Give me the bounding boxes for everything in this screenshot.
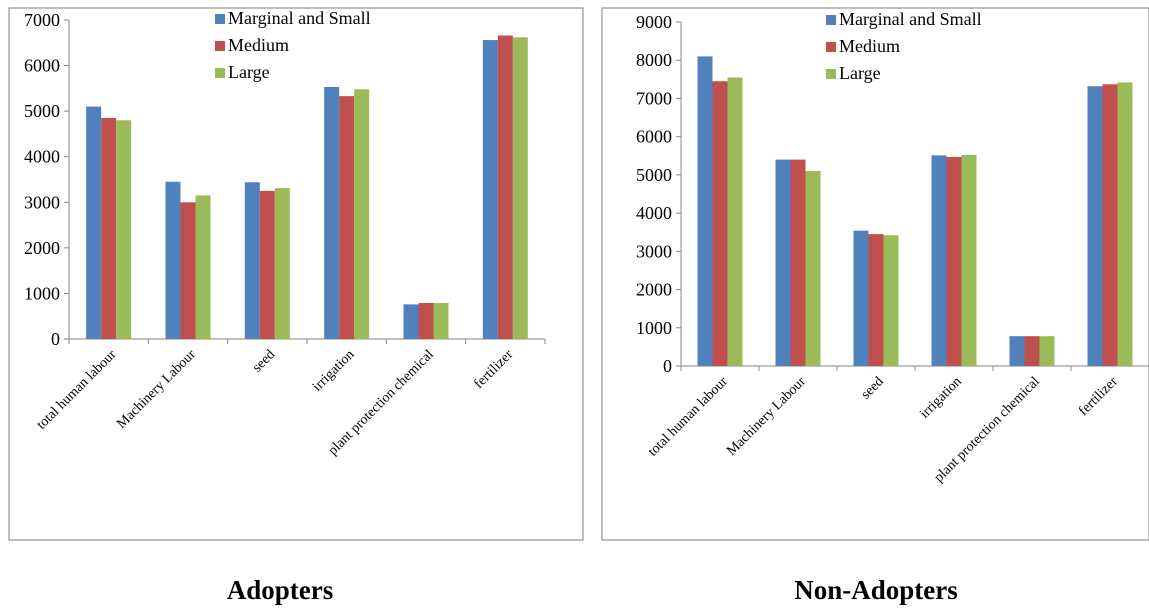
y-tick-label: 9000 [636, 12, 672, 32]
bar-marginal-and-small-total-human-labour [86, 106, 102, 339]
legend-swatch-marginal-and-small [826, 15, 836, 25]
bar-large-machinery-labour [805, 171, 821, 366]
bar-medium-machinery-labour [790, 159, 806, 366]
legend-label-marginal-and-small: Marginal and Small [839, 9, 982, 29]
y-tick-label: 0 [663, 356, 672, 376]
bar-medium-total-human-labour [101, 117, 117, 339]
y-tick-label: 3000 [24, 192, 60, 212]
y-tick-label: 4000 [636, 203, 672, 223]
bar-large-irrigation [354, 89, 370, 339]
bar-large-seed [274, 188, 290, 339]
bar-medium-machinery-labour [180, 202, 196, 339]
y-tick-label: 5000 [636, 165, 672, 185]
bar-marginal-and-small-irrigation [324, 86, 340, 340]
bar-medium-total-human-labour [712, 81, 728, 366]
y-tick-label: 2000 [636, 280, 672, 300]
legend-swatch-medium [826, 42, 836, 52]
y-tick-label: 6000 [636, 127, 672, 147]
bar-large-fertilizer [1117, 82, 1133, 366]
bar-medium-fertilizer [1102, 84, 1118, 367]
y-tick-label: 6000 [24, 56, 60, 76]
y-tick-label: 2000 [24, 238, 60, 258]
bar-marginal-and-small-machinery-labour [165, 181, 181, 339]
bar-marginal-and-small-seed [244, 182, 260, 339]
legend-swatch-large [215, 68, 225, 78]
bar-large-irrigation [961, 155, 977, 366]
y-tick-label: 7000 [24, 10, 60, 30]
bar-marginal-and-small-total-human-labour [697, 56, 713, 367]
bar-large-plant-protection-chemical [433, 302, 449, 339]
legend-label-large: Large [839, 63, 881, 83]
y-tick-label: 7000 [636, 88, 672, 108]
bar-medium-fertilizer [497, 35, 513, 339]
bar-medium-irrigation [339, 96, 355, 340]
y-tick-label: 1000 [636, 318, 672, 338]
bar-large-plant-protection-chemical [1039, 336, 1055, 366]
bar-large-fertilizer [512, 37, 528, 340]
legend-label-large: Large [228, 62, 270, 82]
legend-label-medium: Medium [228, 35, 289, 55]
adopters-caption: Adopters [226, 575, 334, 605]
legend-swatch-marginal-and-small [215, 14, 225, 24]
legend-swatch-large [826, 69, 836, 79]
bar-marginal-and-small-fertilizer [482, 40, 498, 340]
bar-marginal-and-small-irrigation [931, 155, 947, 366]
bar-medium-irrigation [946, 156, 962, 366]
legend-swatch-medium [215, 41, 225, 51]
bar-large-total-human-labour [727, 77, 743, 366]
bar-medium-plant-protection-chemical [418, 302, 434, 339]
legend-label-marginal-and-small: Marginal and Small [228, 8, 371, 28]
bar-medium-seed [868, 234, 884, 366]
legend-label-medium: Medium [839, 36, 900, 56]
bar-marginal-and-small-fertilizer [1087, 86, 1103, 367]
bar-large-total-human-labour [116, 120, 132, 339]
non-adopters-caption: Non-Adopters [794, 575, 958, 605]
bar-medium-plant-protection-chemical [1024, 336, 1040, 366]
y-tick-label: 8000 [636, 50, 672, 70]
y-tick-label: 3000 [636, 241, 672, 261]
bar-marginal-and-small-plant-protection-chemical [1009, 336, 1025, 366]
y-tick-label: 4000 [24, 147, 60, 167]
bar-large-seed [883, 235, 899, 366]
y-tick-label: 5000 [24, 101, 60, 121]
bar-marginal-and-small-seed [853, 230, 869, 366]
bar-large-machinery-labour [195, 195, 211, 339]
bar-medium-seed [259, 190, 275, 339]
y-tick-label: 1000 [24, 283, 60, 303]
y-tick-label: 0 [51, 329, 60, 349]
bar-marginal-and-small-plant-protection-chemical [403, 304, 419, 339]
bar-marginal-and-small-machinery-labour [775, 159, 791, 366]
